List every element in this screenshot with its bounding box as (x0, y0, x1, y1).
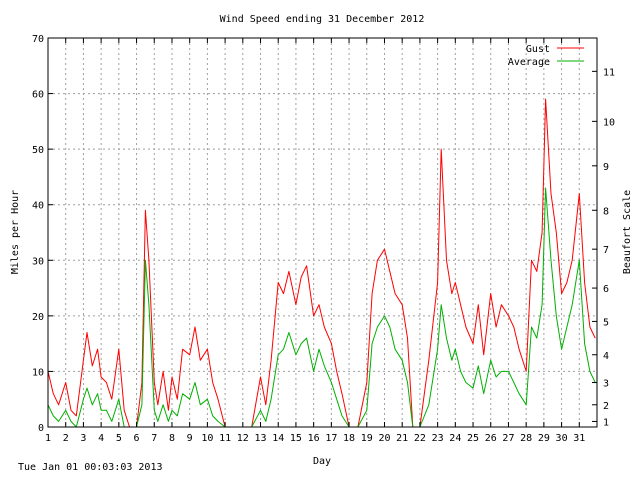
x-tick-label: 7 (151, 433, 157, 444)
x-tick-label: 5 (116, 433, 122, 444)
y-tick-label: 70 (32, 34, 44, 45)
x-axis-label: Day (313, 456, 331, 467)
x-tick-label: 29 (538, 433, 550, 444)
footer-timestamp: Tue Jan 01 00:03:03 2013 (18, 462, 163, 473)
x-tick-label: 13 (254, 433, 266, 444)
x-tick-label: 18 (343, 433, 355, 444)
x-tick-label: 15 (290, 433, 302, 444)
series-gust-line (47, 98, 596, 428)
x-tick-label: 17 (325, 433, 337, 444)
x-tick-label: 19 (361, 433, 373, 444)
grid-lines (48, 38, 597, 427)
plot-frame (47, 37, 598, 428)
x-tick-label: 26 (485, 433, 497, 444)
y2-tick-label: 5 (603, 317, 609, 328)
y-tick-label: 30 (32, 256, 44, 267)
x-tick-label: 22 (414, 433, 426, 444)
axis-ticks (47, 37, 597, 428)
x-tick-label: 9 (187, 433, 193, 444)
x-tick-label: 4 (98, 433, 104, 444)
y-tick-label: 10 (32, 367, 44, 378)
y2-tick-label: 9 (603, 162, 609, 173)
x-tick-label: 1 (45, 433, 51, 444)
legend-gust-label: Gust (526, 44, 550, 55)
x-tick-label: 6 (134, 433, 140, 444)
x-tick-label: 23 (432, 433, 444, 444)
x-tick-label: 11 (219, 433, 231, 444)
y-axis-label: Miles per Hour (10, 190, 21, 274)
x-tick-label: 30 (556, 433, 568, 444)
x-tick-label: 21 (396, 433, 408, 444)
legend-average-label: Average (508, 57, 550, 68)
x-tick-label: 20 (378, 433, 390, 444)
series-lines (47, 98, 596, 428)
y2-tick-label: 3 (603, 379, 609, 390)
x-tick-label: 28 (520, 433, 532, 444)
y-tick-label: 40 (32, 201, 44, 212)
x-tick-label: 14 (272, 433, 284, 444)
x-tick-label: 16 (308, 433, 320, 444)
x-tick-label: 8 (169, 433, 175, 444)
legend: Gust Average (508, 44, 584, 68)
x-tick-label: 27 (502, 433, 514, 444)
y2-tick-label: 2 (603, 401, 609, 412)
y-tick-label: 60 (32, 90, 44, 101)
y2-axis-label: Beaufort Scale (622, 190, 633, 274)
axis-tick-labels: 1 2 3 4 5 6 7 8 9 10 11 12 13 14 15 16 17 18 19 20 21 22 23 24 2… (32, 34, 615, 444)
y-tick-label: 0 (38, 423, 44, 434)
chart-title: Wind Speed ending 31 December 2012 (220, 14, 425, 25)
x-tick-label: 2 (63, 433, 69, 444)
x-tick-label: 25 (467, 433, 479, 444)
y-tick-label: 50 (32, 145, 44, 156)
y-tick-label: 20 (32, 312, 44, 323)
y2-tick-label: 10 (603, 117, 615, 128)
x-tick-label: 31 (573, 433, 585, 444)
x-tick-label: 3 (80, 433, 86, 444)
y2-tick-label: 11 (603, 67, 615, 78)
y2-tick-label: 4 (603, 351, 609, 362)
y2-tick-label: 1 (603, 417, 609, 428)
x-tick-label: 12 (237, 433, 249, 444)
y2-tick-label: 6 (603, 284, 609, 295)
y2-tick-label: 8 (603, 206, 609, 217)
y2-tick-label: 7 (603, 245, 609, 256)
x-tick-label: 24 (449, 433, 461, 444)
x-tick-label: 10 (201, 433, 213, 444)
series-average-line (47, 187, 596, 428)
